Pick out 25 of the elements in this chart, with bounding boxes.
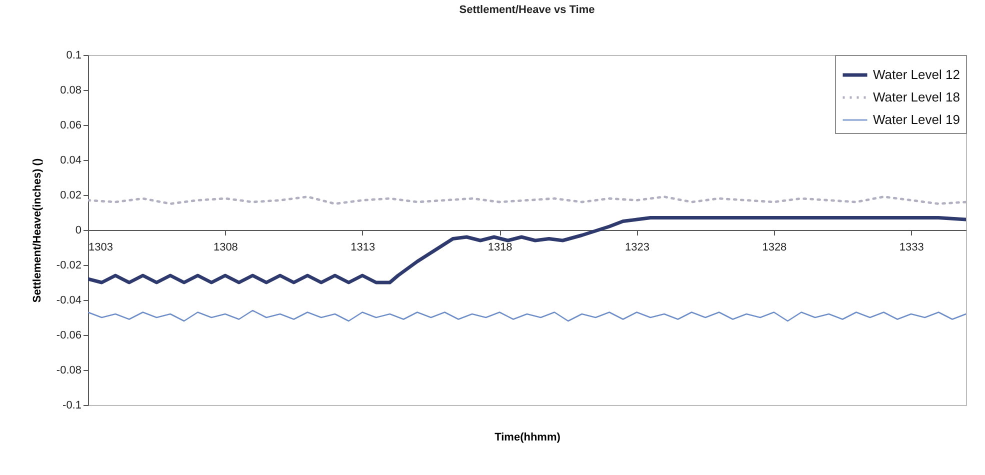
legend-label: Water Level 12	[873, 67, 960, 82]
y-tick-label: -0.1	[62, 400, 82, 412]
y-tick-label: 0.08	[60, 84, 82, 96]
x-tick-label: 1333	[899, 242, 924, 254]
y-tick-label: 0.02	[60, 190, 82, 202]
y-tick-label: 0.06	[60, 120, 82, 132]
y-tick-label: 0.04	[60, 154, 82, 166]
chart-title: Settlement/Heave vs Time	[459, 4, 595, 16]
line-series	[88, 310, 966, 322]
y-tick-label: -0.04	[56, 294, 82, 306]
y-tick-label: -0.08	[56, 364, 82, 376]
x-tick-label: 1323	[625, 242, 650, 254]
x-tick-label: 1308	[213, 242, 238, 254]
y-tick-label: -0.02	[56, 260, 82, 272]
legend-label: Water Level 19	[873, 112, 960, 127]
x-tick-label: 1328	[762, 242, 787, 254]
x-axis-title: Time(hhmm)	[494, 432, 561, 444]
y-axis-title: Settlement/Heave(inches) ()	[31, 158, 44, 303]
legend-label: Water Level 18	[873, 90, 960, 104]
y-tick-label: 0.1	[66, 50, 82, 62]
y-tick-label: 0	[75, 224, 82, 236]
x-tick-label: 1303	[88, 242, 113, 254]
x-tick-label: 1318	[488, 242, 512, 254]
y-tick-label: -0.06	[56, 330, 82, 342]
x-tick-label: 1313	[350, 242, 376, 254]
